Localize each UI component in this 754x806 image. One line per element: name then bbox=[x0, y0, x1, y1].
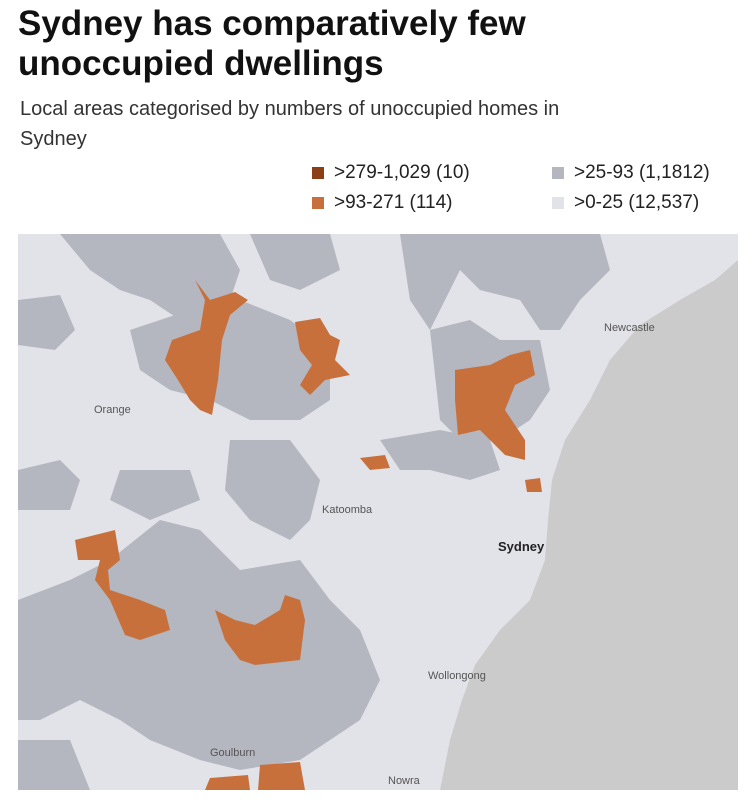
legend-label: >0-25 (12,537) bbox=[574, 192, 699, 213]
place-label: Goulburn bbox=[210, 747, 255, 759]
legend-label: >25-93 (1,1812) bbox=[574, 162, 710, 183]
place-label: Sydney bbox=[498, 539, 545, 554]
legend-swatch bbox=[312, 197, 324, 209]
legend-label: >93-271 (114) bbox=[334, 192, 452, 213]
sea bbox=[440, 260, 738, 790]
orange-areas bbox=[75, 280, 542, 790]
legend-swatch bbox=[312, 167, 324, 179]
map: Newcastle Orange Katoomba Sydney Wollong… bbox=[18, 234, 738, 790]
title: Sydney has comparatively few unoccupied … bbox=[18, 4, 526, 83]
legend-swatch bbox=[552, 167, 564, 179]
legend: >279-1,029 (10) >93-271 (114) >25-93 (1,18… bbox=[312, 162, 710, 213]
legend-label: >279-1,029 (10) bbox=[334, 162, 470, 183]
place-label: Newcastle bbox=[604, 322, 655, 334]
place-label: Nowra bbox=[388, 775, 421, 787]
place-labels: Newcastle Orange Katoomba Sydney Wollong… bbox=[94, 322, 655, 787]
legend-swatch bbox=[552, 197, 564, 209]
place-label: Orange bbox=[94, 404, 131, 416]
subtitle: Local areas categorised by numbers of un… bbox=[20, 98, 560, 150]
place-label: Wollongong bbox=[428, 670, 486, 682]
place-label: Katoomba bbox=[322, 504, 373, 516]
